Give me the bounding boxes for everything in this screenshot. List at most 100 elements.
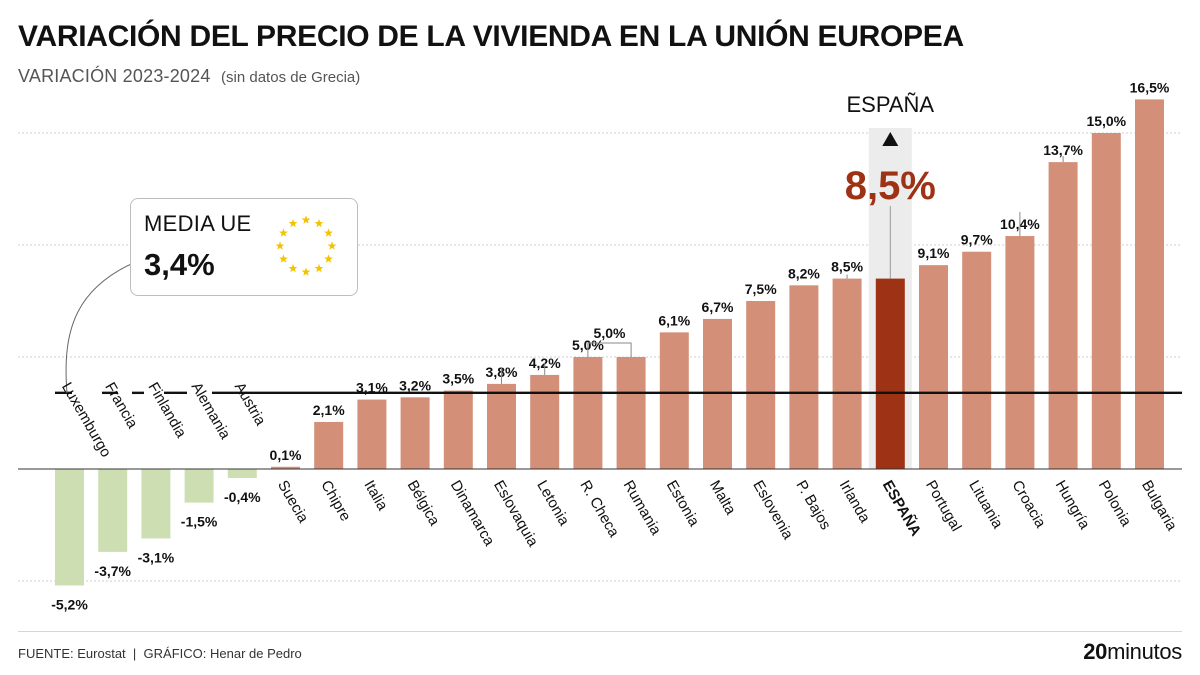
bar-irlanda bbox=[832, 278, 862, 469]
bar-italia bbox=[357, 399, 387, 469]
subtitle-main: VARIACIÓN 2023-2024 bbox=[18, 66, 211, 86]
highlight-country-label: ESPAÑA bbox=[846, 92, 934, 117]
eu-star-icon bbox=[301, 267, 311, 276]
bar-alemania bbox=[184, 469, 214, 503]
category-label: R. Checa bbox=[576, 478, 622, 541]
value-label: 6,7% bbox=[702, 299, 734, 315]
value-label: 8,5% bbox=[831, 259, 863, 275]
value-label: 9,1% bbox=[918, 245, 950, 261]
value-label: 5,0% bbox=[594, 325, 626, 341]
category-label: Portugal bbox=[922, 478, 965, 535]
bar-luxemburgo bbox=[55, 469, 84, 586]
credit-value: Henar de Pedro bbox=[210, 646, 302, 661]
category-label: Italia bbox=[360, 478, 391, 515]
value-label: 7,5% bbox=[745, 281, 777, 297]
value-label: 6,1% bbox=[658, 312, 690, 328]
bar-b-lgica bbox=[400, 397, 430, 469]
logo-number: 20 bbox=[1083, 639, 1108, 664]
category-label: Dinamarca bbox=[447, 478, 498, 550]
value-label: -3,7% bbox=[94, 563, 131, 579]
category-label: Estonia bbox=[663, 478, 703, 530]
value-label: 9,7% bbox=[961, 232, 993, 248]
category-label: Suecia bbox=[274, 478, 312, 527]
category-label: Finlandia bbox=[144, 380, 189, 442]
bar-dinamarca bbox=[443, 390, 473, 469]
shared-value-bracket bbox=[587, 342, 632, 357]
category-label: Croacia bbox=[1008, 478, 1049, 532]
brand-logo: 20minutos bbox=[1083, 639, 1182, 665]
chart-subtitle: VARIACIÓN 2023-2024 (sin datos de Grecia… bbox=[18, 66, 360, 87]
eu-star-icon bbox=[324, 228, 333, 237]
category-label: ESPAÑA bbox=[879, 477, 925, 539]
value-label: 0,1% bbox=[270, 447, 302, 463]
up-arrow-icon bbox=[882, 132, 899, 146]
eu-star-icon bbox=[327, 241, 337, 250]
category-label: Austria bbox=[231, 380, 269, 429]
category-label: Bulgaria bbox=[1138, 478, 1181, 535]
value-label: -3,1% bbox=[138, 549, 175, 565]
eu-star-icon bbox=[288, 218, 298, 228]
bar-suecia bbox=[271, 466, 300, 469]
value-label: 8,2% bbox=[788, 265, 820, 281]
category-label: Polonia bbox=[1095, 478, 1135, 530]
category-label: Irlanda bbox=[836, 478, 874, 527]
bar-eslovaquia bbox=[487, 383, 516, 469]
eu-star-icon bbox=[324, 254, 333, 263]
source-label: FUENTE: bbox=[18, 646, 74, 661]
bar-espa-a bbox=[875, 278, 905, 469]
value-label: 2,1% bbox=[313, 402, 345, 418]
bar-chipre bbox=[314, 421, 344, 469]
eu-star-icon bbox=[288, 263, 298, 273]
value-label: 16,5% bbox=[1130, 79, 1170, 95]
value-label: -5,2% bbox=[51, 596, 88, 612]
eu-star-icon bbox=[301, 215, 311, 224]
value-label: 3,2% bbox=[399, 377, 431, 393]
bar-portugal bbox=[919, 265, 948, 469]
eu-star-icon bbox=[279, 228, 288, 237]
eu-average-value: 3,4% bbox=[144, 247, 215, 282]
bar-finlandia bbox=[141, 469, 171, 539]
category-label: Chipre bbox=[317, 478, 354, 525]
category-label: Malta bbox=[706, 478, 739, 519]
eu-average-label: MEDIA UE bbox=[144, 211, 252, 236]
category-label: Alemania bbox=[188, 380, 234, 443]
category-label: Letonia bbox=[533, 478, 573, 530]
highlight-value: 8,5% bbox=[845, 164, 936, 208]
category-label: Lituania bbox=[965, 478, 1006, 533]
bar-bulgaria bbox=[1135, 99, 1164, 470]
value-label: 3,1% bbox=[356, 380, 388, 396]
bar-eslovenia bbox=[746, 301, 776, 469]
bar-hungr-a bbox=[1048, 162, 1078, 469]
footer-credits: FUENTE: Eurostat | GRÁFICO: Henar de Ped… bbox=[18, 646, 302, 661]
bar-rumania bbox=[616, 357, 646, 469]
category-label: Eslovenia bbox=[749, 478, 797, 543]
category-label: Hungría bbox=[1052, 478, 1094, 533]
credit-label: GRÁFICO: bbox=[143, 646, 207, 661]
bar-polonia bbox=[1091, 133, 1121, 469]
value-label: 13,7% bbox=[1043, 142, 1083, 158]
chart-title: VARIACIÓN DEL PRECIO DE LA VIVIENDA EN L… bbox=[18, 20, 964, 53]
eu-star-icon bbox=[275, 241, 285, 250]
category-label: Francia bbox=[101, 380, 141, 432]
bar-estonia bbox=[659, 332, 689, 469]
value-label: -0,4% bbox=[224, 489, 261, 505]
category-label: P. Bajos bbox=[792, 478, 834, 533]
eu-average-callout: MEDIA UE 3,4% bbox=[130, 198, 358, 296]
eu-star-icon bbox=[314, 218, 324, 228]
value-label: 15,0% bbox=[1086, 113, 1126, 129]
eu-stars-icon bbox=[275, 215, 337, 276]
subtitle-note: (sin datos de Grecia) bbox=[221, 69, 361, 86]
bar-austria bbox=[227, 469, 257, 478]
category-label: Rumania bbox=[620, 478, 665, 539]
value-label: 3,5% bbox=[442, 371, 474, 387]
bar-p-bajos bbox=[789, 285, 819, 469]
bar-letonia bbox=[530, 374, 560, 469]
average-connector bbox=[65, 257, 146, 394]
footer-divider bbox=[18, 631, 1182, 632]
bar-francia bbox=[98, 469, 128, 552]
logo-word: minutos bbox=[1107, 639, 1182, 664]
source-value: Eurostat bbox=[77, 646, 126, 661]
category-label: Bélgica bbox=[404, 478, 444, 530]
eu-star-icon bbox=[314, 263, 324, 273]
